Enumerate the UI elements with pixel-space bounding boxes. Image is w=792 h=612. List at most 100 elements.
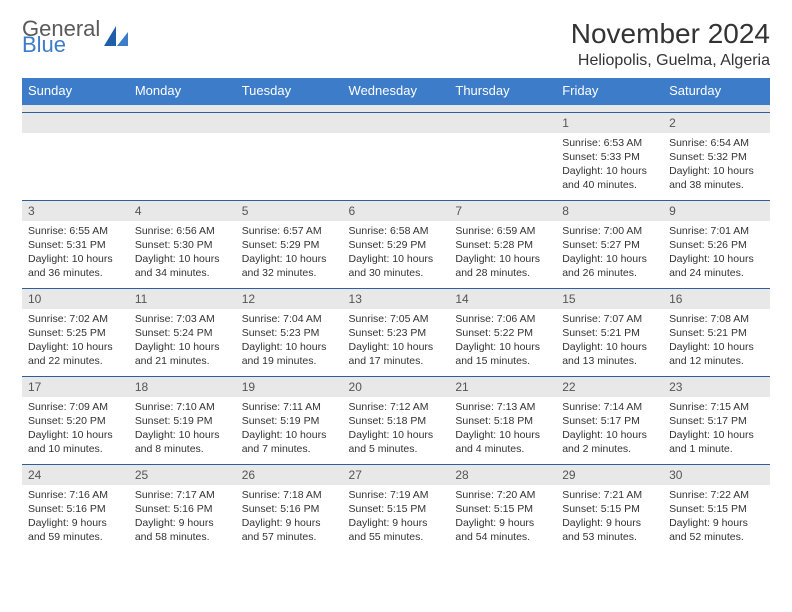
calendar-day-cell: 9Sunrise: 7:01 AMSunset: 5:26 PMDaylight… — [663, 200, 770, 288]
calendar-day-cell: 27Sunrise: 7:19 AMSunset: 5:15 PMDayligh… — [343, 464, 450, 552]
day-content: Sunrise: 7:14 AMSunset: 5:17 PMDaylight:… — [556, 397, 663, 461]
title-block: November 2024 Heliopolis, Guelma, Algeri… — [571, 18, 770, 70]
daylight-text: Daylight: 9 hours and 52 minutes. — [669, 516, 764, 544]
calendar-week-row: 1Sunrise: 6:53 AMSunset: 5:33 PMDaylight… — [22, 112, 770, 200]
sunrise-text: Sunrise: 7:16 AM — [28, 488, 123, 502]
calendar-day-cell: 8Sunrise: 7:00 AMSunset: 5:27 PMDaylight… — [556, 200, 663, 288]
calendar-day-cell: 6Sunrise: 6:58 AMSunset: 5:29 PMDaylight… — [343, 200, 450, 288]
day-number: 9 — [663, 201, 770, 221]
day-content: Sunrise: 7:21 AMSunset: 5:15 PMDaylight:… — [556, 485, 663, 549]
calendar-day-cell: 16Sunrise: 7:08 AMSunset: 5:21 PMDayligh… — [663, 288, 770, 376]
day-number: 11 — [129, 289, 236, 309]
calendar-day-cell: 18Sunrise: 7:10 AMSunset: 5:19 PMDayligh… — [129, 376, 236, 464]
sunset-text: Sunset: 5:20 PM — [28, 414, 123, 428]
sunrise-text: Sunrise: 7:03 AM — [135, 312, 230, 326]
day-content: Sunrise: 6:53 AMSunset: 5:33 PMDaylight:… — [556, 133, 663, 197]
daylight-text: Daylight: 9 hours and 55 minutes. — [349, 516, 444, 544]
calendar-day-cell — [343, 112, 450, 200]
daylight-text: Daylight: 9 hours and 54 minutes. — [455, 516, 550, 544]
sunrise-text: Sunrise: 7:02 AM — [28, 312, 123, 326]
day-content: Sunrise: 7:13 AMSunset: 5:18 PMDaylight:… — [449, 397, 556, 461]
calendar-day-cell: 24Sunrise: 7:16 AMSunset: 5:16 PMDayligh… — [22, 464, 129, 552]
day-content: Sunrise: 7:03 AMSunset: 5:24 PMDaylight:… — [129, 309, 236, 373]
sunset-text: Sunset: 5:33 PM — [562, 150, 657, 164]
day-number: 5 — [236, 201, 343, 221]
header: General Blue November 2024 Heliopolis, G… — [22, 18, 770, 70]
sunset-text: Sunset: 5:16 PM — [242, 502, 337, 516]
day-number — [22, 113, 129, 133]
sunrise-text: Sunrise: 7:08 AM — [669, 312, 764, 326]
daylight-text: Daylight: 10 hours and 17 minutes. — [349, 340, 444, 368]
calendar-day-cell: 23Sunrise: 7:15 AMSunset: 5:17 PMDayligh… — [663, 376, 770, 464]
day-content: Sunrise: 7:04 AMSunset: 5:23 PMDaylight:… — [236, 309, 343, 373]
day-content: Sunrise: 6:54 AMSunset: 5:32 PMDaylight:… — [663, 133, 770, 197]
day-number: 16 — [663, 289, 770, 309]
day-content — [22, 133, 129, 140]
sunrise-text: Sunrise: 7:15 AM — [669, 400, 764, 414]
calendar-day-cell: 11Sunrise: 7:03 AMSunset: 5:24 PMDayligh… — [129, 288, 236, 376]
day-number: 4 — [129, 201, 236, 221]
day-content: Sunrise: 7:05 AMSunset: 5:23 PMDaylight:… — [343, 309, 450, 373]
calendar-week-row: 17Sunrise: 7:09 AMSunset: 5:20 PMDayligh… — [22, 376, 770, 464]
calendar-day-cell: 7Sunrise: 6:59 AMSunset: 5:28 PMDaylight… — [449, 200, 556, 288]
daylight-text: Daylight: 10 hours and 32 minutes. — [242, 252, 337, 280]
calendar-day-cell: 4Sunrise: 6:56 AMSunset: 5:30 PMDaylight… — [129, 200, 236, 288]
daylight-text: Daylight: 10 hours and 26 minutes. — [562, 252, 657, 280]
daylight-text: Daylight: 10 hours and 28 minutes. — [455, 252, 550, 280]
daylight-text: Daylight: 10 hours and 5 minutes. — [349, 428, 444, 456]
day-number: 1 — [556, 113, 663, 133]
day-content: Sunrise: 7:20 AMSunset: 5:15 PMDaylight:… — [449, 485, 556, 549]
day-content: Sunrise: 7:19 AMSunset: 5:15 PMDaylight:… — [343, 485, 450, 549]
daylight-text: Daylight: 10 hours and 24 minutes. — [669, 252, 764, 280]
sunrise-text: Sunrise: 6:54 AM — [669, 136, 764, 150]
weekday-header: Thursday — [449, 78, 556, 104]
day-content: Sunrise: 7:18 AMSunset: 5:16 PMDaylight:… — [236, 485, 343, 549]
calendar-day-cell: 1Sunrise: 6:53 AMSunset: 5:33 PMDaylight… — [556, 112, 663, 200]
calendar-day-cell: 12Sunrise: 7:04 AMSunset: 5:23 PMDayligh… — [236, 288, 343, 376]
daylight-text: Daylight: 10 hours and 30 minutes. — [349, 252, 444, 280]
day-number: 26 — [236, 465, 343, 485]
sunset-text: Sunset: 5:29 PM — [349, 238, 444, 252]
logo-text: General Blue — [22, 18, 100, 56]
weekday-header: Wednesday — [343, 78, 450, 104]
weekday-header: Friday — [556, 78, 663, 104]
sunrise-text: Sunrise: 6:53 AM — [562, 136, 657, 150]
sunset-text: Sunset: 5:21 PM — [669, 326, 764, 340]
sunset-text: Sunset: 5:19 PM — [135, 414, 230, 428]
day-number: 3 — [22, 201, 129, 221]
day-number: 19 — [236, 377, 343, 397]
sunrise-text: Sunrise: 6:59 AM — [455, 224, 550, 238]
sunrise-text: Sunrise: 7:01 AM — [669, 224, 764, 238]
day-content: Sunrise: 7:06 AMSunset: 5:22 PMDaylight:… — [449, 309, 556, 373]
calendar-day-cell — [449, 112, 556, 200]
month-title: November 2024 — [571, 18, 770, 50]
sunset-text: Sunset: 5:15 PM — [669, 502, 764, 516]
day-content: Sunrise: 6:59 AMSunset: 5:28 PMDaylight:… — [449, 221, 556, 285]
daylight-text: Daylight: 10 hours and 38 minutes. — [669, 164, 764, 192]
sunset-text: Sunset: 5:27 PM — [562, 238, 657, 252]
daylight-text: Daylight: 10 hours and 2 minutes. — [562, 428, 657, 456]
daylight-text: Daylight: 9 hours and 57 minutes. — [242, 516, 337, 544]
sunrise-text: Sunrise: 7:14 AM — [562, 400, 657, 414]
sunrise-text: Sunrise: 7:00 AM — [562, 224, 657, 238]
sunset-text: Sunset: 5:18 PM — [349, 414, 444, 428]
daylight-text: Daylight: 10 hours and 15 minutes. — [455, 340, 550, 368]
daylight-text: Daylight: 10 hours and 1 minute. — [669, 428, 764, 456]
sunset-text: Sunset: 5:25 PM — [28, 326, 123, 340]
day-number: 2 — [663, 113, 770, 133]
sunset-text: Sunset: 5:32 PM — [669, 150, 764, 164]
sunset-text: Sunset: 5:21 PM — [562, 326, 657, 340]
daylight-text: Daylight: 10 hours and 7 minutes. — [242, 428, 337, 456]
calendar-day-cell: 2Sunrise: 6:54 AMSunset: 5:32 PMDaylight… — [663, 112, 770, 200]
sunrise-text: Sunrise: 6:58 AM — [349, 224, 444, 238]
calendar-day-cell — [236, 112, 343, 200]
day-content — [236, 133, 343, 140]
day-content — [449, 133, 556, 140]
daylight-text: Daylight: 10 hours and 19 minutes. — [242, 340, 337, 368]
sunset-text: Sunset: 5:23 PM — [242, 326, 337, 340]
calendar-body: 1Sunrise: 6:53 AMSunset: 5:33 PMDaylight… — [22, 104, 770, 552]
day-content — [129, 133, 236, 140]
day-number — [343, 113, 450, 133]
daylight-text: Daylight: 10 hours and 22 minutes. — [28, 340, 123, 368]
day-number: 14 — [449, 289, 556, 309]
